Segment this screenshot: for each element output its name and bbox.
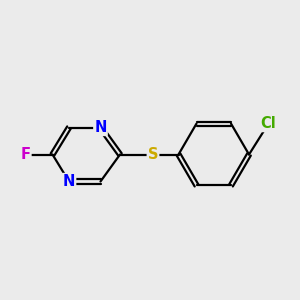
Text: S: S [148, 147, 158, 162]
Text: N: N [63, 174, 75, 189]
Text: F: F [20, 147, 31, 162]
Text: Cl: Cl [261, 116, 276, 131]
Text: N: N [94, 120, 107, 135]
